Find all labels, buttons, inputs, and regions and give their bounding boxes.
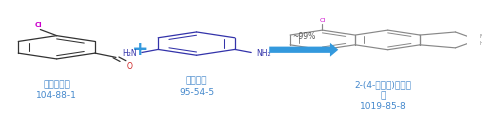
- Text: O: O: [127, 62, 133, 71]
- Text: Cl: Cl: [320, 18, 325, 23]
- Text: 对氯苯甲醒: 对氯苯甲醒: [43, 80, 70, 89]
- Text: H₂N: H₂N: [122, 49, 137, 58]
- Text: 1019-85-8: 1019-85-8: [360, 102, 406, 111]
- Text: 唠: 唠: [380, 91, 386, 100]
- Text: 104-88-1: 104-88-1: [36, 91, 77, 100]
- Text: ~99%: ~99%: [292, 32, 315, 41]
- Text: +: +: [133, 40, 149, 59]
- Text: NH₂: NH₂: [256, 49, 270, 58]
- Text: 2-(4-氯苯基)苯并咊: 2-(4-氯苯基)苯并咊: [355, 80, 412, 89]
- Text: H: H: [480, 41, 482, 46]
- Text: Cl: Cl: [34, 22, 42, 28]
- Text: N: N: [480, 34, 482, 39]
- Text: 95-54-5: 95-54-5: [179, 88, 214, 97]
- Text: 邘苯二胺: 邘苯二胺: [186, 77, 207, 86]
